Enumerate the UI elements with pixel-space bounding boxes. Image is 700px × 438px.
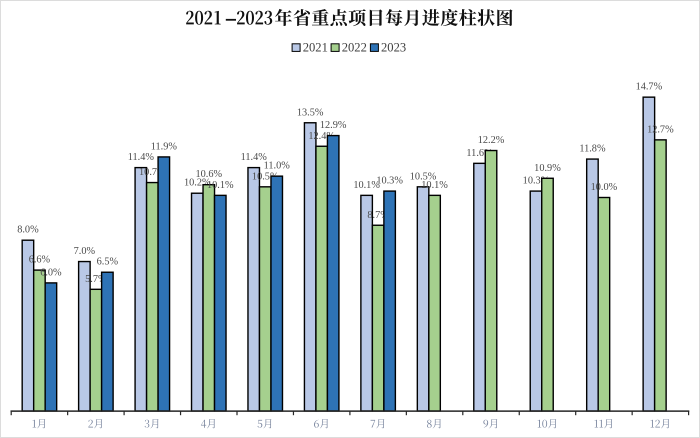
svg-text:11.4%: 11.4% xyxy=(128,152,155,163)
svg-text:2023: 2023 xyxy=(381,40,406,54)
svg-text:10.7%: 10.7% xyxy=(139,167,166,178)
svg-text:10.1%: 10.1% xyxy=(353,180,380,191)
svg-text:6.6%: 6.6% xyxy=(29,255,51,266)
svg-text:11.9%: 11.9% xyxy=(151,141,178,152)
svg-text:7.0%: 7.0% xyxy=(74,246,96,257)
svg-text:2021: 2021 xyxy=(303,40,328,54)
svg-text:10.0%: 10.0% xyxy=(591,182,618,193)
svg-text:2022: 2022 xyxy=(342,40,367,54)
svg-text:11.8%: 11.8% xyxy=(579,144,606,155)
svg-text:5.7%: 5.7% xyxy=(85,274,107,285)
svg-text:10.3%: 10.3% xyxy=(376,176,403,187)
svg-text:10.5%: 10.5% xyxy=(410,171,437,182)
svg-text:12.2%: 12.2% xyxy=(478,135,505,146)
svg-text:6.5%: 6.5% xyxy=(97,257,119,268)
svg-text:10.9%: 10.9% xyxy=(534,163,561,174)
svg-text:14.7%: 14.7% xyxy=(636,82,663,93)
svg-text:10.3%: 10.3% xyxy=(523,176,550,187)
svg-text:12.4%: 12.4% xyxy=(308,131,335,142)
svg-text:10.5%: 10.5% xyxy=(252,171,279,182)
svg-text:6.0%: 6.0% xyxy=(40,267,62,278)
svg-text:12.9%: 12.9% xyxy=(320,120,347,131)
svg-text:11.4%: 11.4% xyxy=(241,152,268,163)
svg-text:8.7%: 8.7% xyxy=(367,210,389,221)
svg-text:13.5%: 13.5% xyxy=(297,107,324,118)
svg-text:10.6%: 10.6% xyxy=(195,169,222,180)
svg-text:10.2%: 10.2% xyxy=(184,178,211,189)
svg-text:11.6%: 11.6% xyxy=(466,148,493,159)
svg-text:10.1%: 10.1% xyxy=(207,180,234,191)
svg-text:10.1%: 10.1% xyxy=(421,180,448,191)
svg-text:11.0%: 11.0% xyxy=(264,161,291,172)
svg-text:12.7%: 12.7% xyxy=(647,124,674,135)
svg-text:8.0%: 8.0% xyxy=(17,225,39,236)
